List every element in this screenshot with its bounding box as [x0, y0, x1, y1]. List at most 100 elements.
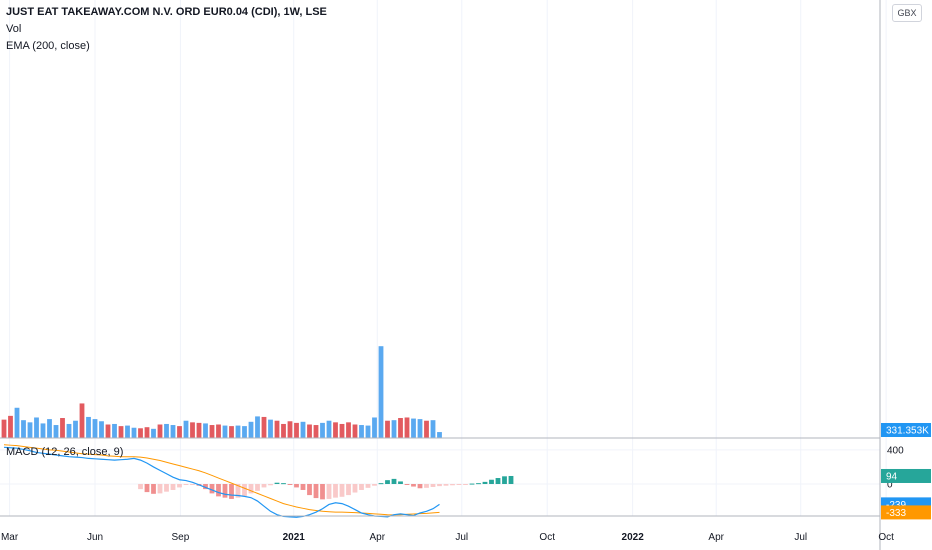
volume-bar	[138, 428, 143, 438]
volume-bar	[378, 346, 384, 438]
volume-bar	[170, 425, 176, 438]
volume-bar	[300, 421, 306, 438]
macd-histogram-bar	[482, 481, 488, 484]
macd-legend[interactable]: MACD (12, 26, close, 9)	[6, 446, 124, 458]
volume-bar	[164, 423, 169, 438]
macd-hist-badge-bg	[881, 468, 931, 483]
macd-histogram-bar	[372, 484, 377, 486]
macd-histogram-bar	[170, 484, 176, 490]
volume-bar	[359, 425, 364, 438]
volume-bar	[261, 416, 267, 438]
volume-bar	[99, 421, 104, 438]
volume-bar	[437, 432, 442, 438]
volume-bar	[235, 425, 241, 438]
volume-bar	[21, 420, 26, 438]
volume-bar	[326, 420, 332, 438]
volume-bar	[125, 425, 130, 438]
macd-histogram-bar	[287, 484, 293, 485]
volume-bar	[424, 420, 429, 438]
volume-legend[interactable]: Vol	[6, 23, 22, 35]
volume-bar	[274, 420, 280, 438]
volume-bar	[34, 417, 39, 438]
volume-bar	[229, 426, 234, 438]
macd-histogram-bar	[378, 483, 384, 485]
macd-histogram-bar	[190, 484, 195, 485]
macd-histogram-bar	[463, 484, 468, 485]
volume-bar	[183, 420, 189, 438]
macd-histogram-bar	[255, 484, 260, 491]
macd-histogram-bar	[495, 478, 501, 484]
volume-bar	[144, 427, 150, 438]
volume-bar	[287, 421, 293, 438]
time-axis[interactable]: Mar Jun Sep 2021 Apr Jul Oct 2022 Apr Jul Oct	[1, 532, 894, 543]
macd-histogram-bar	[294, 484, 299, 488]
volume-bar	[352, 424, 358, 438]
volume-bar	[222, 425, 228, 438]
macd-pane	[3, 444, 514, 518]
macd-histogram-bar	[456, 484, 462, 485]
symbol-title[interactable]: JUST EAT TAKEAWAY.COM N.V. ORD EUR0.04 (…	[6, 6, 327, 18]
macd-line-badge: -239	[886, 500, 906, 511]
macd-histogram-bar	[222, 484, 228, 498]
time-axis-label: 2022	[622, 532, 645, 543]
macd-histogram-bar	[216, 484, 221, 497]
volume-bar	[417, 419, 423, 438]
macd-histogram-bar	[261, 484, 267, 488]
price-axis[interactable]: 1300012000110001000092008400760068506250…	[880, 0, 915, 491]
volume-badge: 331.353K	[886, 426, 929, 437]
macd-histogram-bar	[203, 484, 208, 490]
time-axis-label: Oct	[878, 532, 894, 543]
macd-histogram-bar	[430, 484, 436, 487]
macd-histogram-bar	[404, 484, 410, 485]
macd-histogram-bar	[359, 484, 364, 490]
macd-histogram-bar	[339, 484, 345, 497]
volume-bar	[268, 419, 273, 438]
macd-histogram-bar	[326, 484, 332, 499]
volume-bar	[66, 423, 72, 438]
macd-histogram-bar	[411, 484, 416, 487]
volume-bar	[339, 423, 345, 438]
volume-bar	[73, 420, 78, 438]
macd-histogram-bar	[443, 484, 449, 486]
volume-bar	[346, 422, 351, 438]
volume-bar	[242, 426, 247, 438]
macd-histogram-bar	[346, 484, 351, 496]
macd-histogram-bar	[437, 484, 442, 487]
volume-bar	[209, 425, 215, 438]
volume-bar	[112, 423, 117, 438]
volume-bar	[40, 423, 46, 438]
volume-bar	[411, 418, 416, 438]
volume-bar	[177, 426, 182, 438]
macd-histogram-bar	[300, 484, 306, 490]
macd-histogram-bar	[417, 484, 423, 489]
volume-bar	[430, 420, 436, 438]
time-axis-label: 2021	[283, 532, 306, 543]
volume-bar	[320, 422, 325, 438]
macd-histogram-bar	[352, 484, 358, 493]
macd-histogram-bar	[209, 484, 215, 494]
macd-histogram-bar	[385, 480, 390, 484]
macd-line	[3, 446, 440, 518]
volume-bar	[385, 420, 390, 438]
volume-bar	[105, 424, 111, 438]
volume-bar	[27, 422, 33, 438]
macd-histogram-bar	[489, 479, 494, 484]
volume-bar	[118, 426, 124, 438]
macd-histogram-bar	[450, 484, 455, 486]
ema-legend[interactable]: EMA (200, close)	[6, 40, 90, 52]
volume-bar	[294, 422, 299, 438]
macd-histogram-bar	[391, 478, 397, 484]
macd-histogram-bar	[424, 484, 429, 488]
volume-bar	[151, 428, 156, 438]
macd-histogram-bar	[398, 481, 403, 484]
macd-histogram-bar	[151, 484, 156, 494]
macd-histogram-bar	[469, 483, 475, 485]
currency-badge[interactable]: GBX	[892, 4, 922, 22]
volume-bar	[398, 418, 403, 438]
volume-bar	[47, 419, 52, 438]
time-axis-label: Mar	[1, 532, 19, 543]
volume-bar	[196, 422, 202, 438]
volume-bars	[1, 346, 442, 438]
volume-bar	[333, 422, 338, 438]
